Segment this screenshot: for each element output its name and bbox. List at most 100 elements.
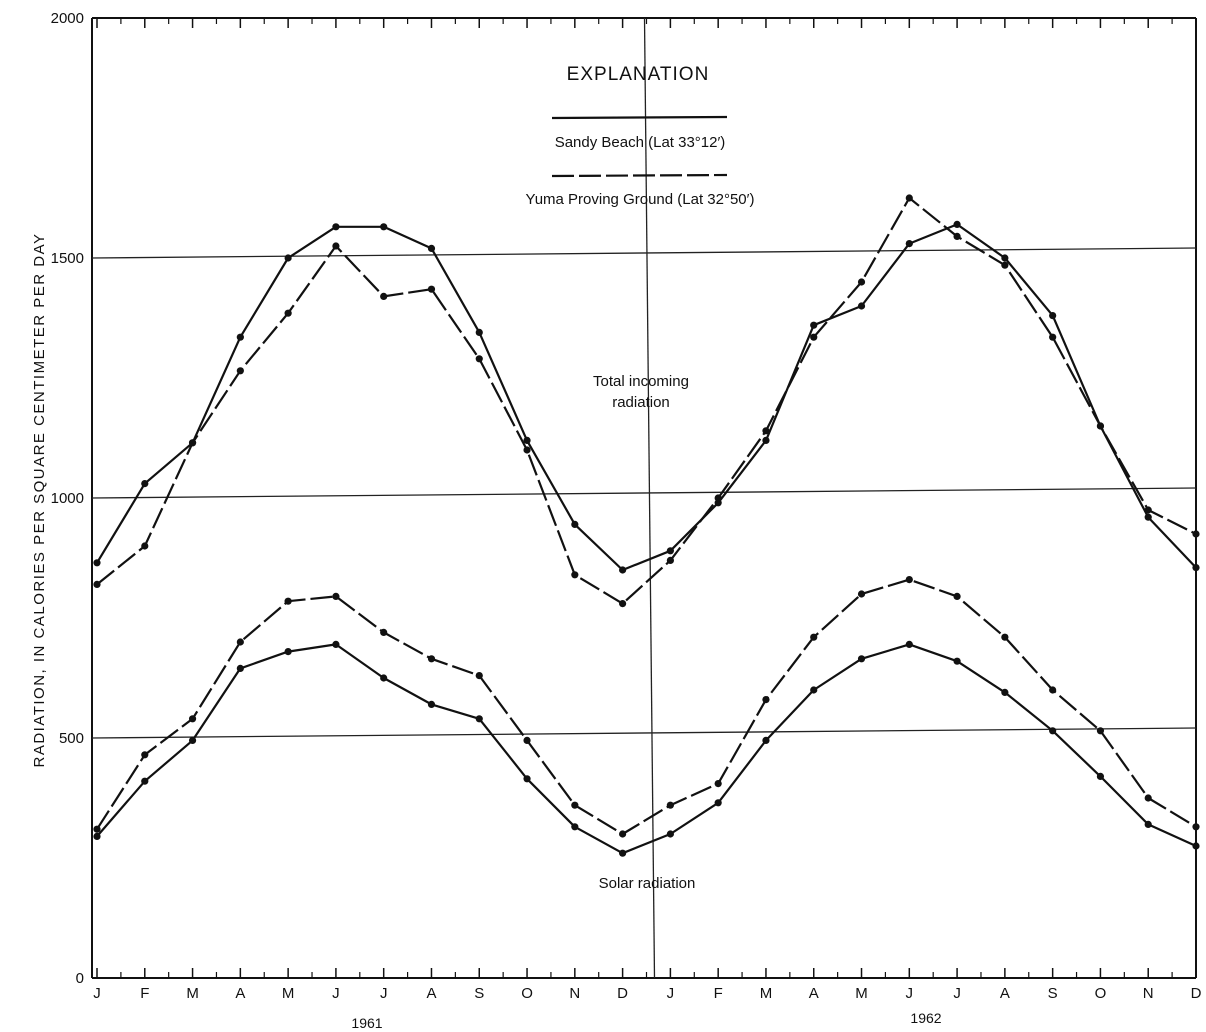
data-point-total-sandy-beach xyxy=(1049,312,1057,320)
x-tick-label: F xyxy=(714,985,723,1002)
data-point-solar-yuma xyxy=(1049,686,1057,694)
series-line-solar-sandy-beach xyxy=(96,643,1197,855)
data-point-total-sandy-beach xyxy=(762,436,770,444)
data-point-solar-yuma xyxy=(810,633,818,641)
data-point-total-yuma xyxy=(380,292,388,300)
x-tick-label: O xyxy=(521,985,533,1002)
data-point-solar-yuma xyxy=(1096,727,1105,735)
data-point-solar-yuma xyxy=(141,751,149,759)
data-point-total-yuma xyxy=(1049,333,1057,341)
data-point-solar-yuma xyxy=(762,696,770,704)
data-point-solar-sandy-beach xyxy=(284,648,292,656)
data-point-solar-yuma xyxy=(284,597,292,605)
data-point-solar-yuma xyxy=(475,672,483,680)
data-point-total-yuma xyxy=(619,600,627,608)
data-point-solar-yuma xyxy=(1001,633,1009,641)
x-tick-label: S xyxy=(474,985,484,1002)
y-axis-label: RADIATION, IN CALORIES PER SQUARE CENTIM… xyxy=(31,232,48,767)
x-tick-label: J xyxy=(332,985,340,1002)
x-tick-label: A xyxy=(1000,985,1010,1002)
data-point-total-sandy-beach xyxy=(857,302,866,310)
data-point-solar-sandy-beach xyxy=(1192,842,1200,850)
x-tick-label: M xyxy=(282,985,295,1002)
y-tick-label: 0 xyxy=(76,970,84,987)
data-point-total-sandy-beach xyxy=(810,321,818,329)
data-point-total-sandy-beach xyxy=(571,520,579,529)
data-point-solar-yuma xyxy=(93,825,101,833)
data-point-total-yuma xyxy=(236,367,244,375)
series-line-total-yuma xyxy=(96,196,1197,605)
x-tick-label: D xyxy=(1191,985,1202,1002)
x-tick-label: A xyxy=(809,985,819,1002)
data-point-solar-yuma xyxy=(571,801,579,809)
year-divider-line xyxy=(643,17,656,979)
x-tick-label: N xyxy=(1143,985,1154,1002)
data-point-total-yuma xyxy=(523,446,531,454)
data-point-total-yuma xyxy=(571,571,579,579)
legend-title: EXPLANATION xyxy=(567,64,710,85)
legend-label-yuma: Yuma Proving Ground (Lat 32°50′) xyxy=(526,191,755,208)
data-point-solar-sandy-beach xyxy=(93,832,101,841)
data-point-total-yuma xyxy=(1001,261,1009,269)
data-point-total-yuma xyxy=(332,242,340,250)
grid-lines xyxy=(91,17,1197,979)
data-point-total-yuma xyxy=(1096,422,1105,430)
data-point-solar-sandy-beach xyxy=(571,823,579,831)
data-point-solar-yuma xyxy=(714,780,722,788)
data-point-total-yuma xyxy=(1192,530,1200,538)
data-point-solar-sandy-beach xyxy=(236,664,244,673)
gridline-500 xyxy=(91,727,1197,739)
x-tick-label: F xyxy=(140,985,149,1002)
data-point-solar-yuma xyxy=(1144,794,1152,802)
data-point-solar-sandy-beach xyxy=(380,674,388,682)
annotation-total-line1: Total incoming xyxy=(593,373,689,390)
data-point-total-yuma xyxy=(284,309,292,317)
data-point-solar-yuma xyxy=(332,592,340,601)
data-point-total-sandy-beach xyxy=(141,480,149,488)
y-tick-label: 1500 xyxy=(51,250,84,267)
data-point-total-sandy-beach xyxy=(236,333,244,341)
data-point-total-sandy-beach xyxy=(93,559,101,567)
legend: EXPLANATION Sandy Beach (Lat 33°12′) Yum… xyxy=(526,64,755,208)
data-point-total-sandy-beach xyxy=(332,223,340,231)
data-point-solar-sandy-beach xyxy=(332,640,340,649)
x-tick-label: S xyxy=(1048,985,1058,1002)
data-point-total-sandy-beach xyxy=(380,223,388,231)
data-point-total-sandy-beach xyxy=(1192,564,1200,572)
data-point-solar-sandy-beach xyxy=(905,640,913,649)
axis-ticks xyxy=(92,17,1197,978)
data-point-solar-yuma xyxy=(953,592,961,601)
data-point-total-sandy-beach xyxy=(1144,513,1152,521)
data-point-total-sandy-beach xyxy=(475,328,483,336)
data-point-solar-yuma xyxy=(427,655,436,663)
data-point-total-sandy-beach xyxy=(284,254,292,262)
x-tick-label: J xyxy=(93,985,101,1002)
x-tick-label: J xyxy=(953,985,961,1002)
data-point-solar-sandy-beach xyxy=(762,736,770,745)
y-tick-labels: 0 500 1000 1500 2000 xyxy=(51,10,84,987)
x-tick-label: M xyxy=(760,985,773,1002)
data-point-total-yuma xyxy=(188,439,197,447)
series-line-total-sandy-beach xyxy=(96,223,1197,572)
year-label-1962: 1962 xyxy=(910,1010,941,1026)
data-point-total-yuma xyxy=(93,580,101,589)
data-point-total-sandy-beach xyxy=(523,436,531,444)
data-point-solar-sandy-beach xyxy=(714,799,722,807)
data-point-total-yuma xyxy=(953,232,961,240)
x-tick-label: M xyxy=(855,985,868,1002)
data-point-solar-yuma xyxy=(619,830,627,838)
data-point-solar-sandy-beach xyxy=(619,849,627,857)
data-point-solar-sandy-beach xyxy=(1096,772,1105,781)
data-point-total-yuma xyxy=(1144,506,1152,514)
data-point-solar-sandy-beach xyxy=(666,830,674,838)
y-tick-label: 1000 xyxy=(51,490,84,507)
x-tick-label: D xyxy=(617,985,628,1002)
data-point-solar-yuma xyxy=(523,736,531,745)
data-point-total-yuma xyxy=(905,194,913,202)
data-point-solar-sandy-beach xyxy=(1001,688,1009,697)
x-tick-label: J xyxy=(380,985,388,1002)
x-tick-label: J xyxy=(667,985,675,1002)
data-point-solar-sandy-beach xyxy=(141,777,149,785)
legend-solid-swatch xyxy=(551,115,728,120)
data-point-solar-yuma xyxy=(188,715,197,723)
